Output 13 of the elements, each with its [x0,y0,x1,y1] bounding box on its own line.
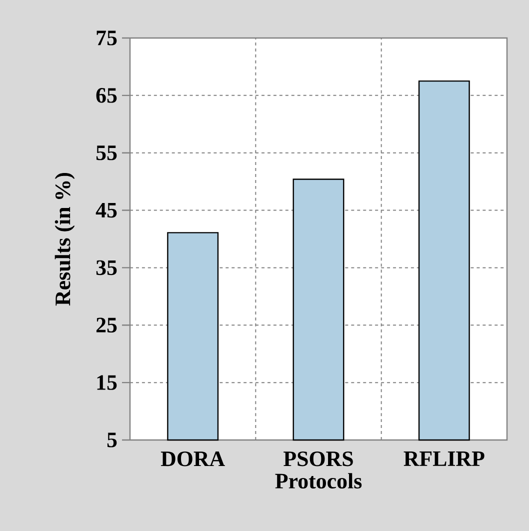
y-tick-label: 75 [96,30,117,46]
y-tick-label: 25 [96,318,117,333]
y-tick-label: 5 [107,432,117,448]
y-axis-title: Results (in %) [54,172,75,306]
y-tick-label: 65 [96,88,117,103]
x-axis-title: Protocols [275,473,362,489]
x-tick-label: PSORS [284,452,353,466]
y-tick-label: 45 [96,202,117,218]
x-tick-label: DORA [160,452,225,466]
x-tick-label: RFLIRP [404,452,484,466]
y-tick-label: 15 [97,375,117,390]
y-tick-label: 35 [96,260,117,276]
y-tick-label: 55 [96,146,117,160]
